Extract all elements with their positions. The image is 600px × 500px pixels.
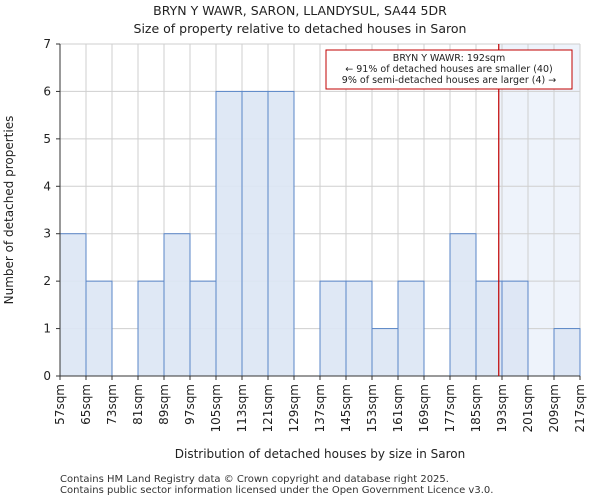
y-tick-label: 5 [43,132,51,146]
histogram-bar [215,90,243,377]
histogram-bar [371,328,399,377]
annotation-line: BRYN Y WAWR: 192sqm [393,53,505,64]
histogram-bar [397,280,425,377]
x-tick-label: 89sqm [157,384,171,425]
x-tick-label: 81sqm [131,384,145,425]
x-tick-label: 209sqm [547,384,561,432]
x-tick-label: 161sqm [391,384,405,432]
annotation-line: 9% of semi-detached houses are larger (4… [342,75,556,86]
histogram-bar [85,280,113,377]
chart-title: BRYN Y WAWR, SARON, LLANDYSUL, SA44 5DR [153,3,447,18]
x-tick-label: 113sqm [235,384,249,432]
y-tick-label: 7 [43,37,51,51]
histogram-bar [475,280,503,377]
x-axis-label: Distribution of detached houses by size … [175,447,466,461]
x-tick-label: 105sqm [209,384,223,432]
y-tick-label: 1 [43,322,51,336]
histogram-bar [267,90,295,377]
x-tick-label: 153sqm [365,384,379,432]
x-tick-label: 57sqm [53,384,67,425]
histogram-bar [501,280,529,377]
histogram-bar [163,233,191,377]
y-tick-label: 3 [43,227,51,241]
y-tick-label: 0 [43,369,51,383]
histogram-bar [345,280,373,377]
histogram-bar [137,280,165,377]
y-tick-label: 2 [43,274,51,288]
histogram-bar [59,233,87,377]
x-tick-label: 73sqm [105,384,119,425]
x-tick-label: 177sqm [443,384,457,432]
annotation-line: ← 91% of detached houses are smaller (40… [345,64,552,75]
annotation-box [325,49,573,90]
footer-line-1: Contains HM Land Registry data © Crown c… [60,474,449,485]
x-tick-label: 65sqm [79,384,93,425]
x-tick-label: 121sqm [261,384,275,432]
histogram-bar [189,280,217,377]
x-tick-label: 185sqm [469,384,483,432]
x-tick-label: 201sqm [521,384,535,432]
histogram-bar [241,90,269,377]
x-tick-label: 129sqm [287,384,301,432]
y-tick-label: 6 [43,84,51,98]
histogram-bar [449,233,477,377]
x-tick-label: 97sqm [183,384,197,425]
histogram-bar [319,280,347,377]
y-tick-label: 4 [43,179,51,193]
chart-subtitle: Size of property relative to detached ho… [133,21,467,36]
x-tick-label: 217sqm [573,384,587,432]
footer-line-2: Contains public sector information licen… [60,485,494,496]
x-tick-label: 169sqm [417,384,431,432]
x-tick-label: 145sqm [339,384,353,432]
x-tick-label: 193sqm [495,384,509,432]
x-tick-label: 137sqm [313,384,327,432]
histogram-bar [553,328,581,377]
y-axis-label: Number of detached properties [2,116,16,305]
